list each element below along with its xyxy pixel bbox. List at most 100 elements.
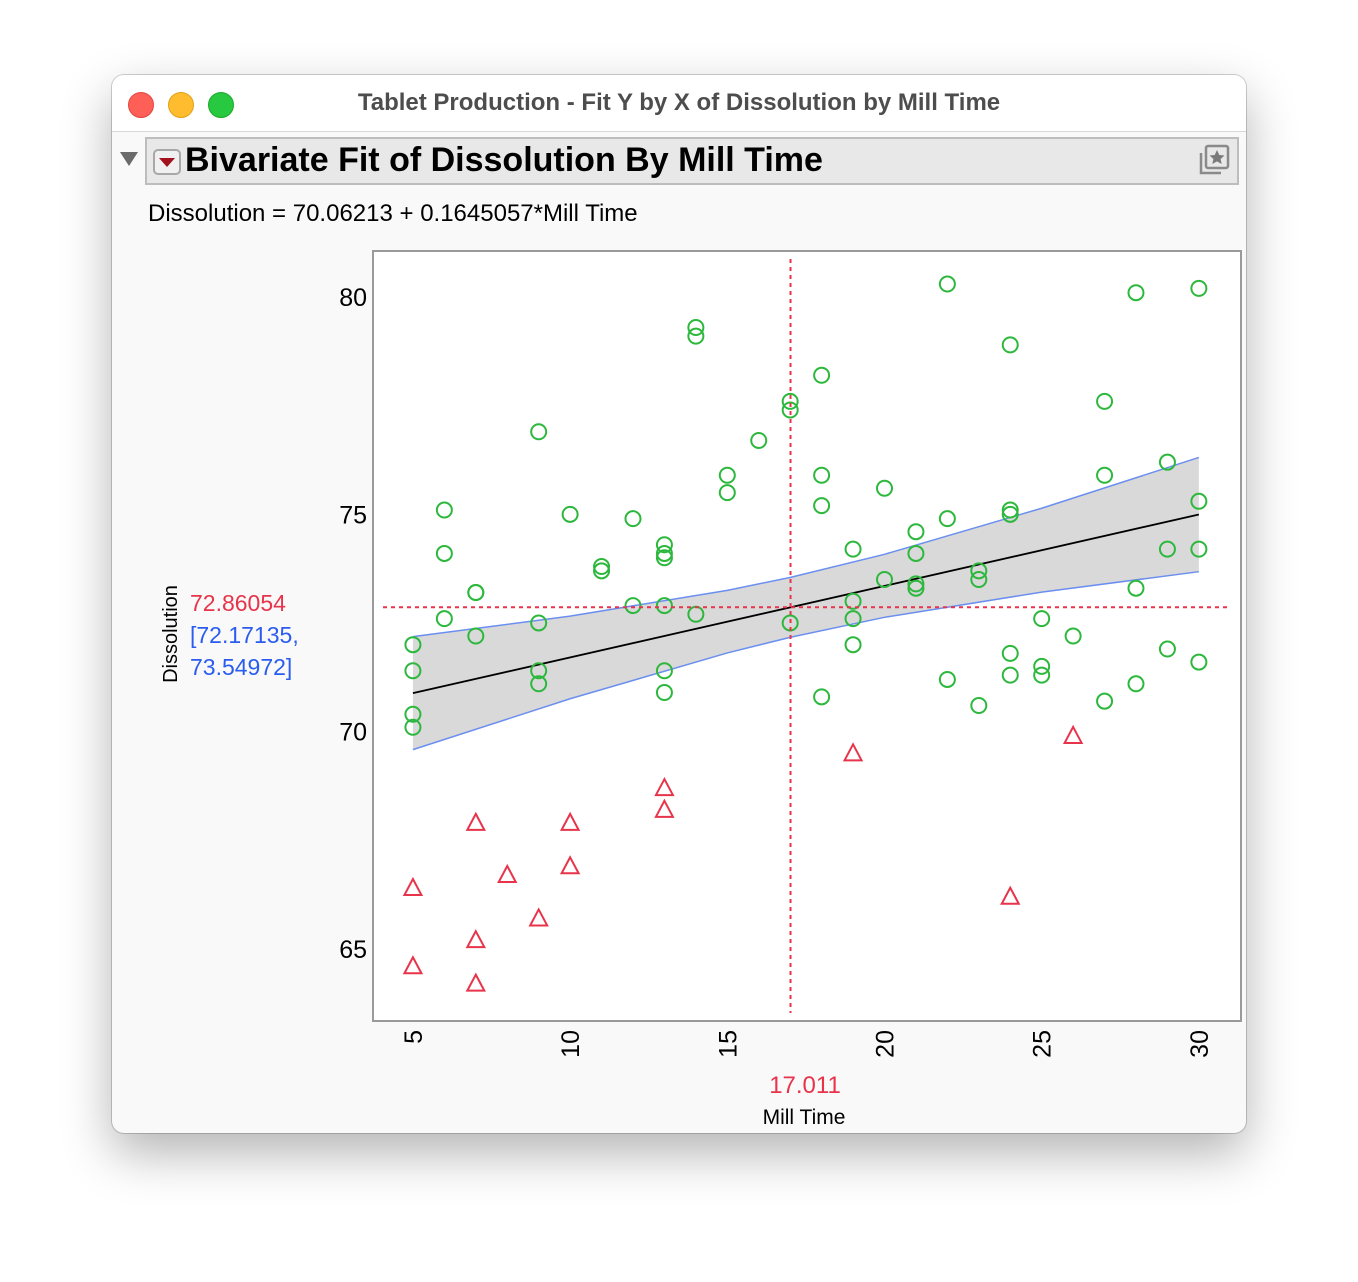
data-point-circle bbox=[813, 366, 831, 384]
data-point-circle bbox=[624, 510, 642, 528]
y-axis-label: Dissolution bbox=[160, 585, 182, 683]
ci-lower-readout: [72.17135, bbox=[190, 622, 299, 648]
data-point-circle bbox=[404, 705, 422, 723]
data-point-circle bbox=[1190, 540, 1208, 558]
data-point-circle bbox=[655, 549, 673, 567]
data-point-triangle bbox=[497, 863, 518, 883]
data-point-circle bbox=[435, 501, 453, 519]
fit-line bbox=[412, 513, 1200, 695]
data-point-circle bbox=[844, 636, 862, 654]
data-point-circle bbox=[1158, 640, 1176, 658]
data-point-circle bbox=[813, 466, 831, 484]
data-point-circle bbox=[907, 523, 925, 541]
y-tick-label: 80 bbox=[339, 284, 367, 312]
data-point-circle bbox=[718, 484, 736, 502]
data-point-circle bbox=[530, 423, 548, 441]
data-point-triangle bbox=[528, 907, 549, 927]
data-point-triangle bbox=[465, 972, 486, 992]
data-point-circle bbox=[655, 597, 673, 615]
data-point-circle bbox=[687, 318, 705, 336]
confidence-upper-line bbox=[412, 456, 1200, 638]
data-point-circle bbox=[970, 562, 988, 580]
data-point-circle bbox=[1127, 284, 1145, 302]
data-point-circle bbox=[1096, 466, 1114, 484]
data-point-circle bbox=[938, 670, 956, 688]
data-point-circle bbox=[1033, 666, 1051, 684]
data-point-circle bbox=[781, 401, 799, 419]
data-point-circle bbox=[593, 557, 611, 575]
data-point-circle bbox=[1064, 627, 1082, 645]
data-point-circle bbox=[467, 627, 485, 645]
data-point-circle bbox=[844, 610, 862, 628]
data-point-circle bbox=[781, 392, 799, 410]
data-point-circle bbox=[1127, 579, 1145, 597]
minimize-button[interactable] bbox=[168, 92, 194, 118]
outline-header: Bivariate Fit of Dissolution By Mill Tim… bbox=[145, 137, 1239, 185]
data-point-circle bbox=[1001, 505, 1019, 523]
data-point-circle bbox=[1158, 453, 1176, 471]
x-tick-label: 10 bbox=[557, 1030, 585, 1058]
data-point-triangle bbox=[1000, 885, 1021, 905]
x-tick-label: 25 bbox=[1029, 1030, 1057, 1058]
data-point-circle bbox=[875, 479, 893, 497]
y-tick-label: 70 bbox=[339, 719, 367, 747]
data-point-circle bbox=[844, 592, 862, 610]
title-bar[interactable]: Tablet Production - Fit Y by X of Dissol… bbox=[112, 75, 1246, 132]
data-point-circle bbox=[1096, 392, 1114, 410]
data-point-circle bbox=[1190, 492, 1208, 510]
star-window-icon[interactable] bbox=[1197, 143, 1231, 177]
data-point-triangle bbox=[1062, 724, 1084, 744]
data-point-circle bbox=[655, 544, 673, 562]
data-point-circle bbox=[907, 579, 925, 597]
data-point-circle bbox=[435, 610, 453, 628]
data-point-circle bbox=[467, 584, 485, 602]
data-point-circle bbox=[404, 662, 422, 680]
data-point-circle bbox=[530, 614, 548, 632]
x-tick-label: 5 bbox=[400, 1030, 428, 1044]
data-point-circle bbox=[813, 688, 831, 706]
data-point-circle bbox=[530, 662, 548, 680]
data-point-triangle bbox=[559, 855, 581, 875]
window-title: Tablet Production - Fit Y by X of Dissol… bbox=[357, 89, 1001, 116]
data-point-circle bbox=[970, 571, 988, 589]
x-tick-label: 20 bbox=[871, 1030, 899, 1058]
x-axis-label: Mill Time bbox=[763, 1106, 846, 1129]
outline-title: Bivariate Fit of Dissolution By Mill Tim… bbox=[185, 141, 823, 179]
data-point-circle bbox=[561, 505, 579, 523]
data-point-circle bbox=[530, 675, 548, 693]
data-point-circle bbox=[1033, 610, 1051, 628]
disclosure-triangle-icon[interactable] bbox=[120, 152, 138, 166]
red-triangle-menu-icon[interactable] bbox=[153, 149, 181, 175]
data-point-circle bbox=[844, 540, 862, 558]
data-point-circle bbox=[1190, 653, 1208, 671]
data-point-circle bbox=[718, 466, 736, 484]
data-point-circle bbox=[687, 327, 705, 345]
data-point-circle bbox=[655, 662, 673, 680]
data-point-triangle bbox=[402, 876, 424, 897]
data-point-triangle bbox=[465, 811, 486, 831]
data-point-circle bbox=[1127, 675, 1145, 693]
data-point-circle bbox=[1033, 657, 1051, 675]
data-point-circle bbox=[938, 275, 956, 293]
data-point-circle bbox=[907, 544, 925, 562]
zoom-button[interactable] bbox=[208, 92, 234, 118]
crosshair-x-readout: 17.011 bbox=[769, 1072, 841, 1099]
data-point-circle bbox=[655, 683, 673, 701]
crosshair-y-readout: 72.86054 bbox=[190, 590, 286, 616]
data-point-circle bbox=[813, 497, 831, 515]
x-tick-label: 30 bbox=[1186, 1030, 1214, 1058]
data-point-circle bbox=[624, 597, 642, 615]
data-point-circle bbox=[1190, 279, 1208, 297]
data-point-circle bbox=[875, 571, 893, 589]
data-point-circle bbox=[593, 562, 611, 580]
data-point-circle bbox=[1001, 644, 1019, 662]
close-button[interactable] bbox=[128, 92, 154, 118]
data-point-circle bbox=[970, 697, 988, 715]
ci-upper-readout: 73.54972] bbox=[190, 654, 292, 680]
y-tick-label: 65 bbox=[339, 936, 367, 964]
data-point-triangle bbox=[654, 776, 675, 797]
data-point-triangle bbox=[842, 742, 864, 762]
data-point-triangle bbox=[465, 929, 486, 949]
data-point-triangle bbox=[654, 798, 675, 818]
